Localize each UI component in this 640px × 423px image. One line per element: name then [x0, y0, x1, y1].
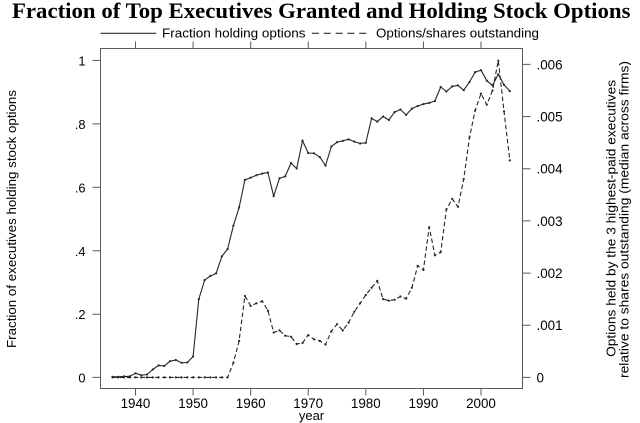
svg-text:0: 0: [78, 370, 85, 385]
svg-text:.002: .002: [537, 266, 563, 281]
svg-text:.6: .6: [75, 180, 86, 195]
svg-text:Fraction of Top Executives Gra: Fraction of Top Executives Granted and H…: [12, 0, 631, 23]
svg-text:1990: 1990: [409, 396, 439, 411]
svg-text:year: year: [299, 408, 325, 423]
svg-text:.2: .2: [75, 307, 86, 322]
svg-text:1980: 1980: [351, 396, 381, 411]
svg-text:1: 1: [78, 53, 85, 68]
svg-text:Fraction of executives holding: Fraction of executives holding stock opt…: [4, 89, 19, 348]
svg-text:1960: 1960: [236, 396, 266, 411]
svg-text:.001: .001: [537, 318, 563, 333]
svg-text:relative to shares outstanding: relative to shares outstanding (median a…: [617, 61, 632, 378]
svg-text:1950: 1950: [178, 396, 208, 411]
svg-text:Fraction holding options: Fraction holding options: [162, 25, 306, 40]
svg-text:.003: .003: [537, 214, 563, 229]
svg-text:1940: 1940: [121, 396, 151, 411]
svg-text:.006: .006: [537, 57, 563, 72]
svg-text:.005: .005: [537, 110, 563, 125]
svg-text:0: 0: [537, 370, 544, 385]
svg-text:Options/shares outstanding: Options/shares outstanding: [376, 25, 539, 40]
svg-text:2000: 2000: [466, 396, 496, 411]
svg-text:Options held by the 3 highest-: Options held by the 3 highest-paid execu…: [604, 79, 619, 357]
svg-text:.4: .4: [75, 244, 86, 259]
svg-text:.004: .004: [537, 162, 564, 177]
svg-text:1970: 1970: [293, 396, 323, 411]
svg-text:.8: .8: [75, 117, 86, 132]
